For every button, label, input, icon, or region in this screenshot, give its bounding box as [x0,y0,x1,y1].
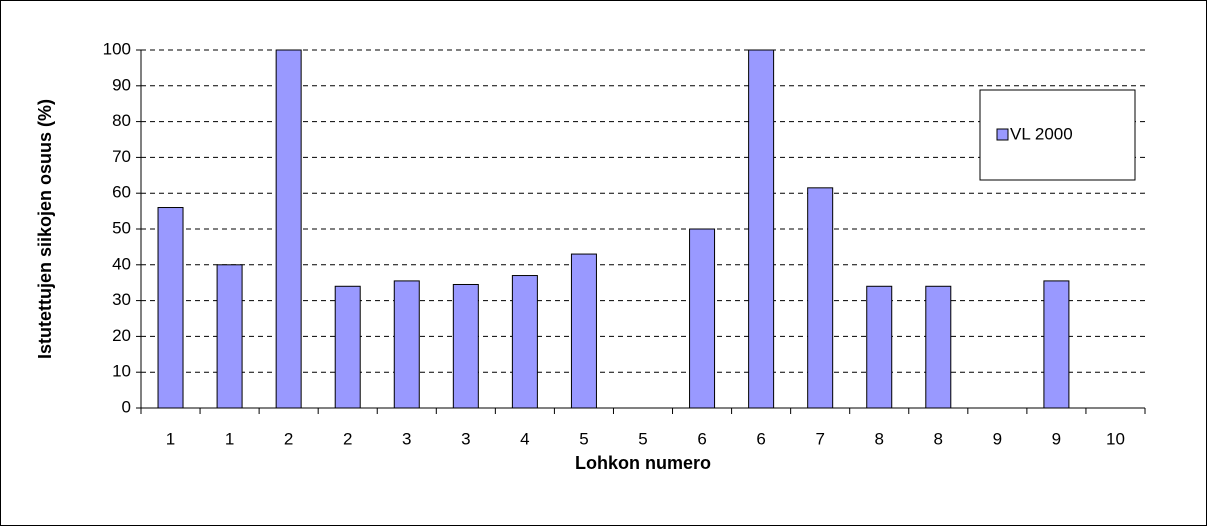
x-tick-label: 7 [815,429,824,448]
y-tick-label: 10 [112,362,131,381]
x-tick-label: 2 [343,429,352,448]
x-tick-label: 2 [284,429,293,448]
x-tick-label: 3 [402,429,411,448]
x-tick-label: 9 [993,429,1002,448]
bar [1043,280,1070,409]
y-tick-label: 0 [122,397,131,416]
x-tick-label: 3 [461,429,470,448]
x-tick-label: 6 [756,429,765,448]
bar [393,280,420,409]
bar [275,49,302,409]
y-tick-label: 80 [112,111,131,130]
legend-swatch [996,128,1009,141]
x-tick-label: 8 [875,429,884,448]
x-tick-label: 9 [1052,429,1061,448]
y-tick-label: 40 [112,254,131,273]
bar [689,228,716,409]
x-tick-label: 1 [166,429,175,448]
legend-box [979,89,1136,181]
y-tick-label: 50 [112,218,131,237]
legend-label: VL 2000 [1010,124,1073,143]
x-tick-label: 5 [579,429,588,448]
bar [511,275,538,409]
bar [866,285,893,409]
x-axis-title: Lohkon numero [575,453,711,473]
bar [334,285,361,409]
x-tick-label: 5 [638,429,647,448]
y-tick-label: 20 [112,326,131,345]
bar [216,264,243,409]
bar [807,187,834,409]
y-axis-title: Istutettujen siikojen osuus (%) [35,99,55,359]
y-tick-label: 70 [112,147,131,166]
y-tick-label: 100 [103,39,131,58]
bar [452,283,479,409]
y-tick-label: 90 [112,75,131,94]
x-tick-label: 4 [520,429,529,448]
bar [925,285,952,409]
bar [748,49,775,409]
x-tick-label: 10 [1106,429,1125,448]
x-tick-label: 8 [934,429,943,448]
bar [157,207,184,409]
bar [570,253,597,409]
y-tick-label: 30 [112,290,131,309]
x-tick-label: 6 [697,429,706,448]
x-tick-label: 1 [225,429,234,448]
y-tick-label: 60 [112,183,131,202]
